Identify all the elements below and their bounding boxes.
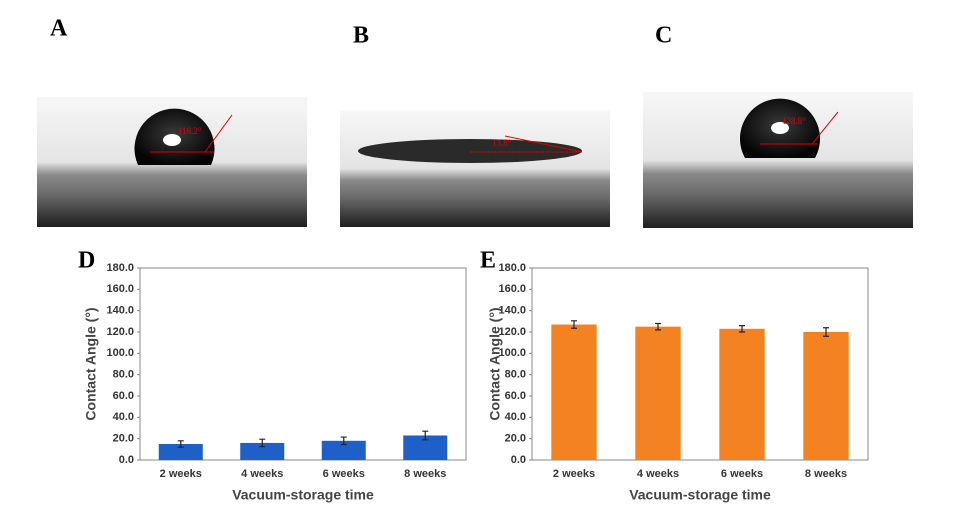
x-tick-label: 4 weeks <box>241 468 283 480</box>
y-tick-label: 120.0 <box>106 326 134 338</box>
bar <box>635 326 681 460</box>
angle-label: 13.8° <box>492 138 512 148</box>
bar <box>240 442 285 460</box>
y-tick-label: 160.0 <box>498 283 526 295</box>
tangent <box>204 114 233 153</box>
y-tick-label: 160.0 <box>106 283 134 295</box>
bar <box>803 332 849 460</box>
panel-label: A <box>50 16 68 42</box>
y-tick-label: 20.0 <box>505 433 526 445</box>
error-bar <box>823 327 829 337</box>
tangent <box>504 135 583 153</box>
error-bar <box>259 438 266 448</box>
photo-b: 13.8° <box>340 110 610 227</box>
bar <box>158 444 203 460</box>
angle-label: 118.2° <box>178 126 202 136</box>
panel-label: C <box>655 23 672 49</box>
error-bar <box>422 430 429 441</box>
angle-label: 128.8° <box>782 116 806 126</box>
y-tick-label: 0.0 <box>119 454 134 466</box>
y-axis-title: Contact Angle (°) <box>83 307 99 420</box>
y-tick-label: 40.0 <box>113 411 134 423</box>
y-tick-label: 180.0 <box>498 262 526 274</box>
y-tick-label: 20.0 <box>113 433 134 445</box>
photo-c: 128.8° <box>643 92 913 228</box>
panel-label: E <box>480 248 496 274</box>
error-bar <box>655 322 661 331</box>
plot-frame <box>531 267 869 461</box>
error-bar <box>177 440 184 448</box>
y-tick-label: 100.0 <box>498 347 526 359</box>
x-tick-label: 8 weeks <box>404 468 446 480</box>
y-tick-label: 0.0 <box>511 454 526 466</box>
y-tick-label: 180.0 <box>106 262 134 274</box>
y-tick-label: 100.0 <box>106 347 134 359</box>
highlight <box>163 134 181 146</box>
x-tick-label: 2 weeks <box>553 468 595 480</box>
bar <box>321 440 366 460</box>
error-bar <box>571 320 577 329</box>
x-tick-label: 2 weeks <box>160 468 202 480</box>
x-tick-label: 4 weeks <box>637 468 679 480</box>
highlight <box>771 122 789 134</box>
y-tick-label: 60.0 <box>113 390 134 402</box>
plot-frame <box>139 267 467 461</box>
droplet <box>358 139 582 163</box>
x-axis-title: Vacuum-storage time <box>629 487 771 503</box>
y-axis-title: Contact Angle (°) <box>487 307 503 420</box>
y-tick-label: 80.0 <box>113 369 134 381</box>
y-tick-label: 140.0 <box>498 305 526 317</box>
y-tick-label: 140.0 <box>106 305 134 317</box>
photo-a: 118.2° <box>37 97 307 227</box>
y-tick-label: 120.0 <box>498 326 526 338</box>
bar <box>719 328 765 460</box>
panel-label: B <box>353 23 369 49</box>
y-tick-label: 80.0 <box>505 369 526 381</box>
bar <box>551 324 597 460</box>
error-bar <box>340 436 347 446</box>
x-tick-label: 6 weeks <box>721 468 763 480</box>
x-axis-title: Vacuum-storage time <box>232 487 374 503</box>
tangent <box>811 111 839 145</box>
y-tick-label: 60.0 <box>505 390 526 402</box>
y-tick-label: 40.0 <box>505 411 526 423</box>
x-tick-label: 6 weeks <box>323 468 365 480</box>
error-bar <box>739 325 745 333</box>
photo-bg <box>340 110 610 227</box>
x-tick-label: 8 weeks <box>805 468 847 480</box>
panel-label: D <box>78 248 95 274</box>
